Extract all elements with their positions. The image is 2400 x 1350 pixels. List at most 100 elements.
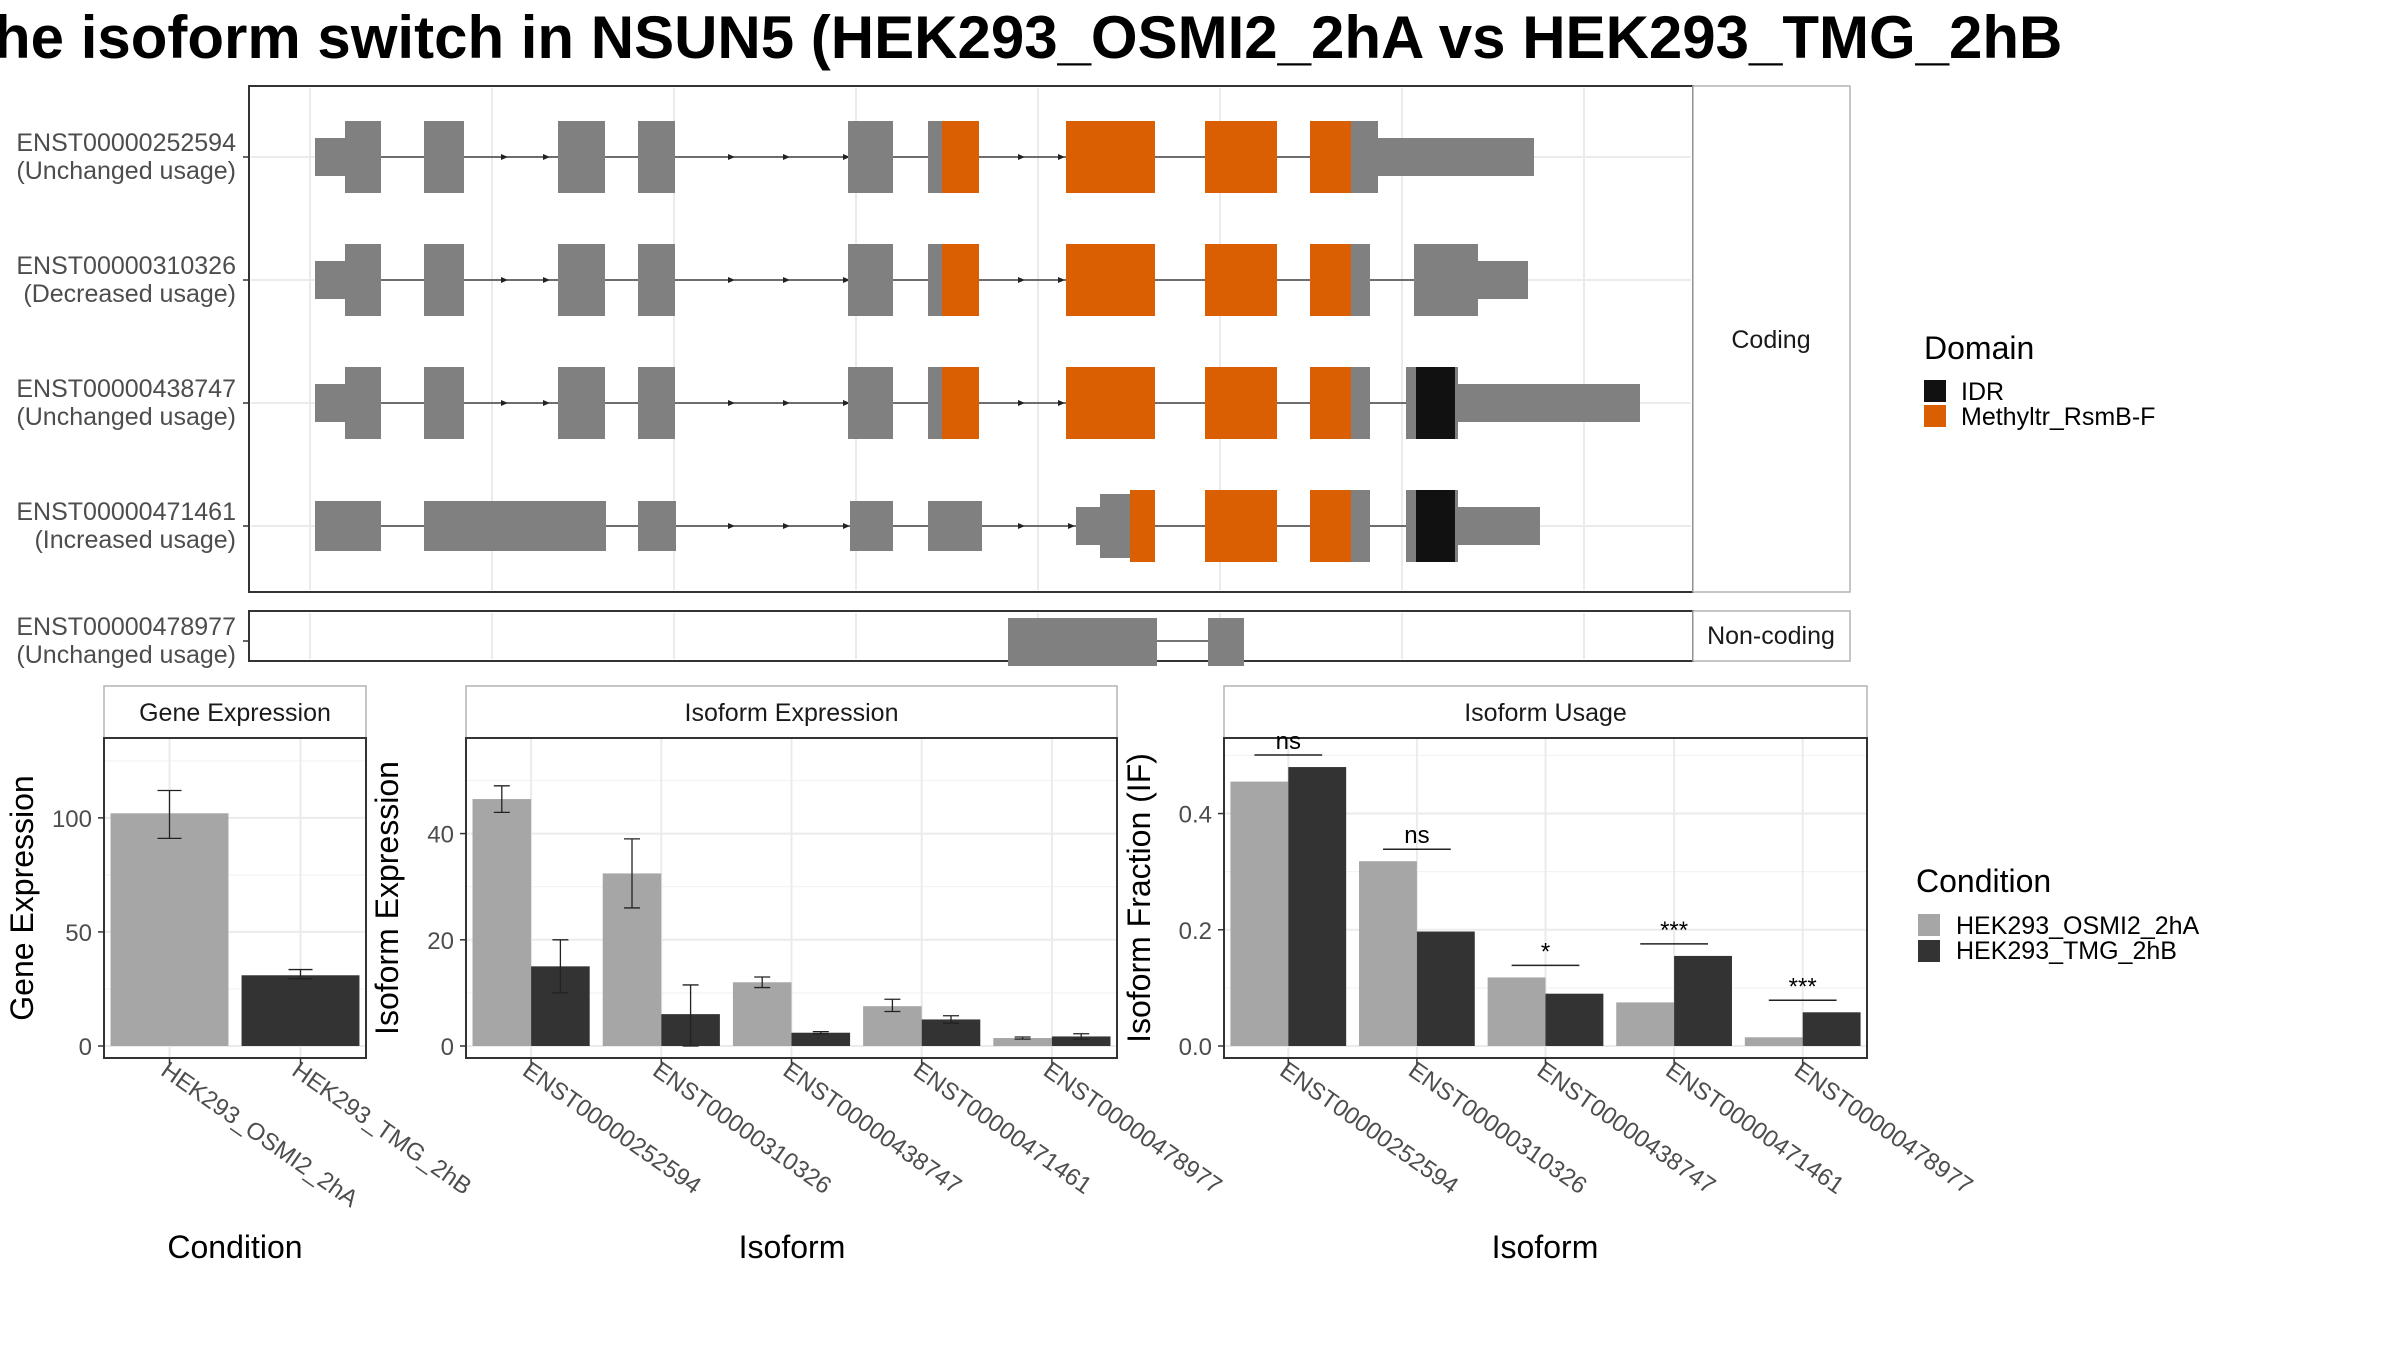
bar: [110, 813, 229, 1046]
bar: [1359, 861, 1417, 1046]
noncoding-panel-border: [248, 610, 1694, 662]
domain-segment: [1205, 367, 1277, 439]
bar: [1802, 1012, 1861, 1046]
bar: [732, 982, 792, 1046]
bar: [1416, 931, 1475, 1046]
significance-label: ns: [1404, 822, 1429, 849]
exon: [1351, 121, 1378, 193]
strand-arrow-icon: [1058, 400, 1065, 406]
transcript-model-3: [315, 367, 1640, 439]
legend-swatch-cond-a: [1918, 914, 1940, 936]
legend-label-methyltr: Methyltr_RsmB-F: [1961, 403, 2155, 431]
noncoding-rows: [1008, 618, 1244, 666]
strand-arrow-icon: [543, 277, 550, 283]
transcript-id-label: ENST00000310326: [16, 252, 236, 280]
exon: [424, 121, 464, 193]
exon: [315, 138, 345, 176]
exon: [424, 501, 606, 551]
transcript-rows: [315, 121, 1640, 562]
exon: [1378, 138, 1534, 176]
exon: [558, 121, 605, 193]
y-tick-label: 20: [427, 928, 454, 955]
coding-strip: [1692, 85, 1851, 593]
strand-arrow-icon: [843, 400, 850, 406]
strand-arrow-icon: [543, 154, 550, 160]
exon: [638, 244, 675, 316]
exon: [638, 501, 676, 551]
exon: [928, 121, 942, 193]
domain-legend: Domain IDR Methyltr_RsmB-F: [1924, 330, 2155, 431]
transcript-status-label: (Decreased usage): [23, 280, 236, 308]
domain-segment: [942, 244, 979, 316]
panel-strip: [465, 685, 1118, 739]
domain-segment: [1066, 121, 1155, 193]
bar: [1288, 767, 1347, 1046]
significance-label: ***: [1789, 973, 1817, 1000]
exon: [345, 121, 381, 193]
strand-arrow-icon: [1068, 523, 1075, 529]
bar: [1545, 993, 1604, 1046]
transcript-status-label: (Unchanged usage): [16, 403, 236, 431]
exon: [850, 501, 893, 551]
transcript-id-label: ENST00000438747: [16, 375, 236, 403]
exon: [424, 244, 464, 316]
condition-legend: Condition HEK293_OSMI2_2hA HEK293_TMG_2h…: [1916, 863, 2200, 965]
strand-arrow-icon: [783, 154, 790, 160]
exon: [1458, 384, 1640, 422]
exon: [1008, 618, 1157, 666]
y-tick-label: 0.0: [1179, 1034, 1212, 1061]
bar: [1487, 977, 1546, 1046]
domain-segment: [1130, 490, 1155, 562]
bar: [993, 1038, 1052, 1046]
transcript-id-label: ENST00000471461: [16, 498, 236, 526]
strand-arrow-icon: [1018, 523, 1025, 529]
y-tick-label: 50: [65, 920, 92, 947]
transcript-model-1: [315, 121, 1534, 193]
strand-arrow-icon: [1018, 400, 1025, 406]
domain-segment: [1310, 121, 1351, 193]
domain-segment: [1205, 244, 1277, 316]
significance-label: ns: [1276, 728, 1301, 755]
bar: [921, 1019, 981, 1046]
exon: [928, 501, 982, 551]
exon: [315, 261, 345, 299]
exon: [928, 244, 942, 316]
x-axis-title: Isoform: [1492, 1229, 1599, 1265]
exon: [1351, 367, 1370, 439]
domain-segment: [942, 121, 979, 193]
y-tick-label: 0.4: [1179, 802, 1212, 829]
exon: [315, 501, 381, 551]
exon: [848, 367, 893, 439]
bar: [241, 975, 360, 1046]
bar: [863, 1006, 922, 1046]
chart-title: Isoform Usage: [1464, 699, 1627, 727]
transcript-structure: Coding Non-coding ENST00000252594(Unchan…: [16, 85, 1851, 669]
strand-arrow-icon: [501, 400, 508, 406]
strand-arrow-icon: [543, 400, 550, 406]
bar: [1744, 1037, 1803, 1046]
transcript-model-5: [1008, 618, 1244, 666]
strand-arrow-icon: [843, 523, 850, 529]
bar: [1230, 781, 1289, 1046]
transcript-status-label: (Unchanged usage): [16, 157, 236, 185]
bar: [791, 1032, 851, 1046]
strand-arrow-icon: [501, 154, 508, 160]
legend-label-idr: IDR: [1961, 378, 2004, 406]
exon: [558, 244, 605, 316]
legend-label-cond-a: HEK293_OSMI2_2hA: [1956, 912, 2200, 940]
strand-arrow-icon: [728, 154, 735, 160]
legend-swatch-methyltr: [1924, 405, 1946, 427]
strand-arrow-icon: [1018, 277, 1025, 283]
strand-arrow-icon: [843, 154, 850, 160]
exon: [1076, 507, 1100, 545]
domain-segment: [1066, 244, 1155, 316]
transcript-model-2: [315, 244, 1528, 316]
y-tick-label: 0: [79, 1034, 92, 1061]
transcript-status-label: (Increased usage): [34, 526, 236, 554]
strand-arrow-icon: [728, 277, 735, 283]
exon: [848, 244, 893, 316]
bar: [1674, 955, 1732, 1046]
strand-arrow-icon: [728, 523, 735, 529]
x-axis-title: Condition: [167, 1229, 302, 1265]
transcript-status-label: (Unchanged usage): [16, 641, 236, 669]
